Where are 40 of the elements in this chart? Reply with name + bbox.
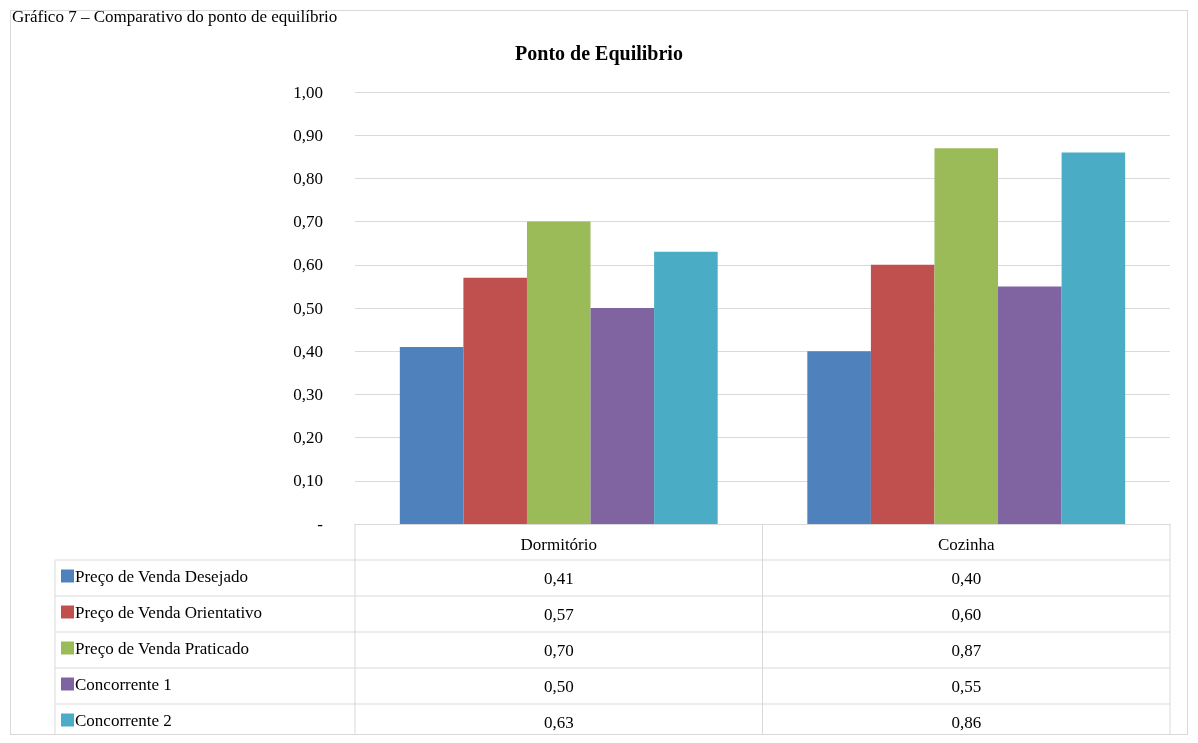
x-tick-label: Dormitório — [520, 535, 597, 554]
bar — [934, 148, 999, 524]
y-tick-label: 0,40 — [293, 341, 323, 361]
legend-label: Preço de Venda Desejado — [75, 566, 248, 586]
y-tick-label: 0,70 — [293, 212, 323, 232]
text: Gráfico 7 – Comparativo do ponto de equilíbrio — [12, 7, 338, 26]
data-label: 0,41 — [543, 568, 574, 588]
bar — [1061, 152, 1126, 524]
data-label: 0,50 — [543, 676, 574, 696]
bar — [654, 251, 718, 524]
legend-label: Preço de Venda Orientativo — [75, 602, 263, 622]
legend-label: Concorrente 2 — [75, 710, 172, 730]
y-tick-label: 0,90 — [293, 125, 323, 145]
legend-label: Concorrente 1 — [75, 674, 172, 694]
bar — [526, 221, 591, 524]
y-tick-label: 1,00 — [293, 82, 323, 102]
data-label: 0,70 — [543, 640, 574, 660]
x-tick-label: Cozinha — [937, 535, 996, 554]
bar — [463, 277, 527, 524]
data-label: 0,57 — [543, 604, 575, 624]
y-tick-label: 0,10 — [293, 471, 323, 491]
data-label: 0,87 — [951, 640, 982, 660]
legend-label: Preço de Venda Praticado — [75, 638, 249, 658]
y-tick-label: 0,60 — [293, 255, 323, 275]
data-label: 0,55 — [951, 676, 982, 696]
data-label: 0,40 — [951, 568, 982, 588]
data-label: 0,63 — [543, 712, 574, 732]
y-tick-label: 0,20 — [293, 428, 323, 448]
y-tick-label: 0,50 — [293, 298, 323, 318]
y-tick-label: - — [317, 514, 324, 534]
bar — [807, 351, 871, 524]
bar — [590, 308, 655, 524]
bar — [998, 286, 1062, 524]
y-tick-label: 0,80 — [293, 168, 323, 188]
data-label: 0,60 — [951, 604, 982, 624]
bar — [399, 346, 464, 524]
y-tick-label: 0,30 — [293, 384, 323, 404]
data-label: 0,86 — [951, 712, 982, 732]
bar — [870, 264, 935, 524]
chart-title: Ponto de Equilibrio — [515, 42, 683, 65]
